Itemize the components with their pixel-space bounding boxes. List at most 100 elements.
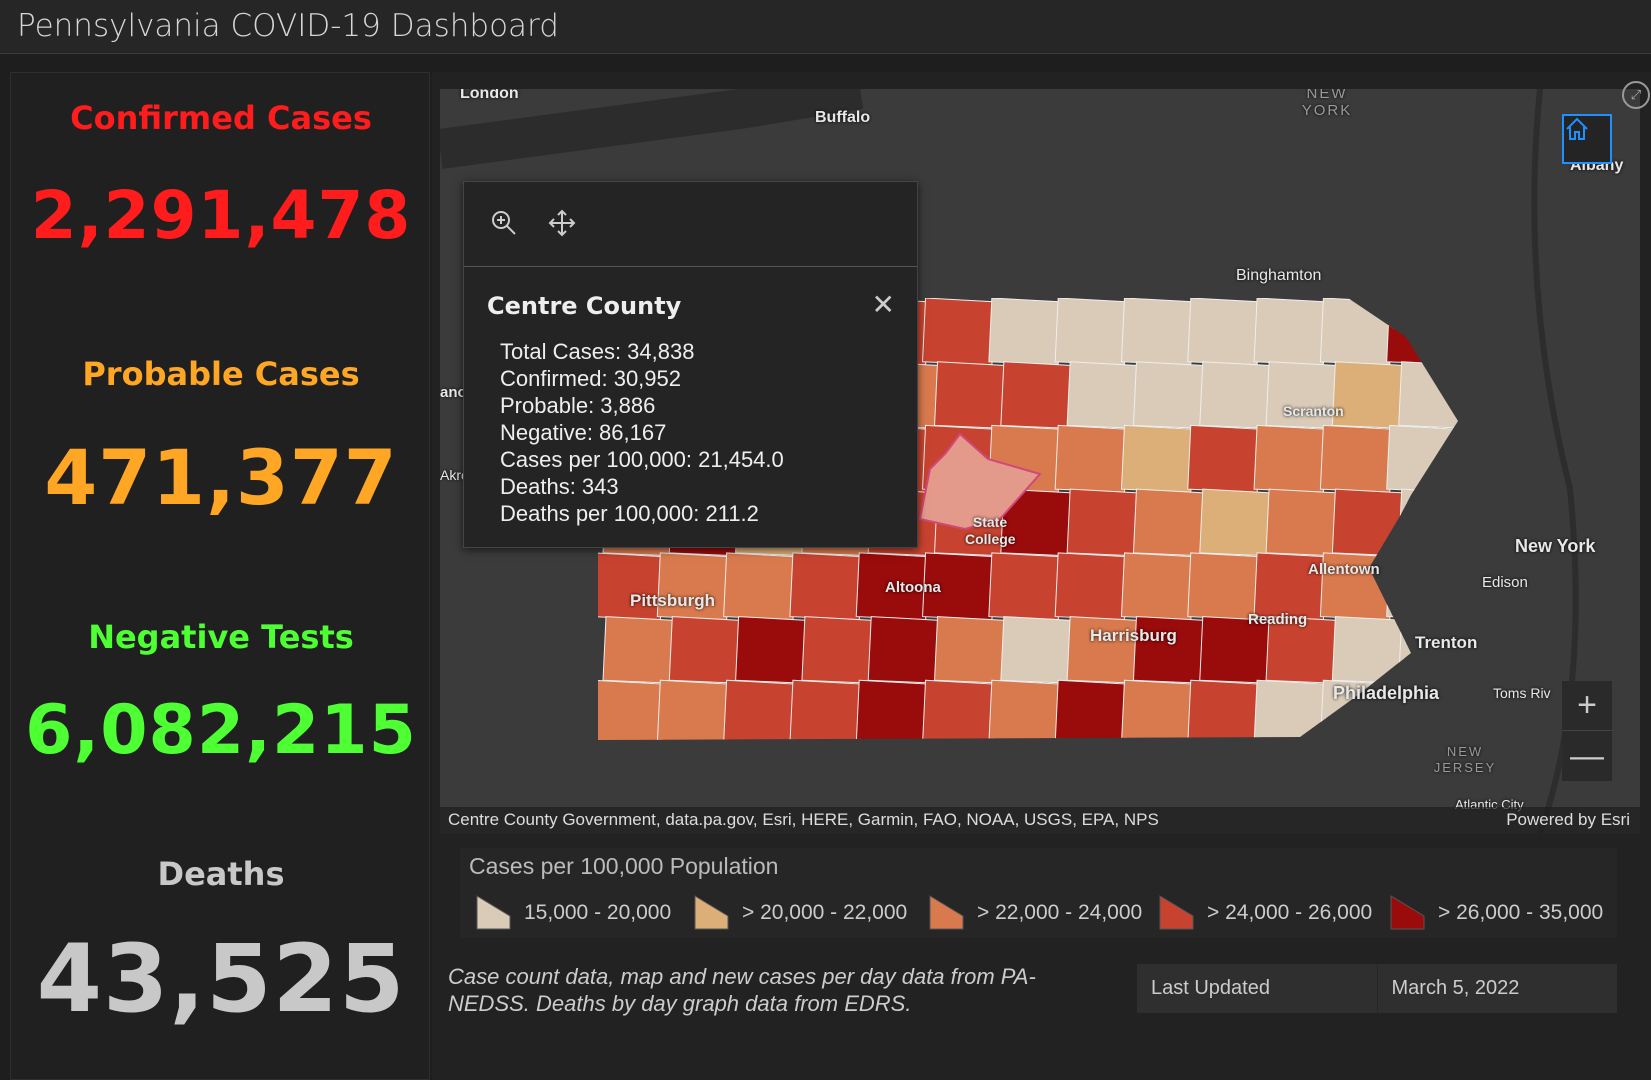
city-label: New York xyxy=(1515,536,1596,556)
state-label: NEW YORK xyxy=(1301,89,1353,119)
county-shape[interactable] xyxy=(668,616,746,684)
county-shape[interactable] xyxy=(867,616,945,684)
last-updated-table: Last Updated March 5, 2022 xyxy=(1137,964,1617,1013)
zoom-to-icon[interactable] xyxy=(489,208,519,238)
county-shape[interactable] xyxy=(855,679,933,747)
county-shape[interactable] xyxy=(1187,298,1264,366)
county-shape[interactable] xyxy=(1398,488,1474,557)
county-shape[interactable] xyxy=(988,679,1065,747)
county-shape[interactable] xyxy=(1265,488,1342,557)
last-updated-label: Last Updated xyxy=(1137,964,1378,1013)
legend-title: Cases per 100,000 Population xyxy=(469,853,779,879)
negative-tests-value: 6,082,215 xyxy=(25,691,417,770)
legend-label: > 24,000 - 26,000 xyxy=(1207,900,1373,924)
county-shape[interactable] xyxy=(1054,552,1132,621)
legend-label: > 26,000 - 35,000 xyxy=(1438,900,1604,924)
county-shape[interactable] xyxy=(602,616,679,684)
county-shape[interactable] xyxy=(1398,361,1474,429)
state-label: NEW JERSEY xyxy=(1433,744,1497,775)
home-icon xyxy=(1566,117,1588,140)
zoom-controls: + — xyxy=(1562,681,1612,781)
county-shape[interactable] xyxy=(1000,616,1077,684)
fullscreen-button[interactable]: ⤢ xyxy=(1622,81,1650,109)
centre-county-highlight[interactable] xyxy=(918,432,1042,531)
county-shape[interactable] xyxy=(1132,488,1210,557)
county-shape[interactable] xyxy=(1054,298,1132,366)
county-shape[interactable] xyxy=(1386,298,1462,366)
popup-field: Total Cases: 34,838 xyxy=(500,339,695,364)
county-shape[interactable] xyxy=(1386,424,1462,493)
map-legend: Cases per 100,000 Population 15,000 - 20… xyxy=(460,848,1617,938)
county-shape[interactable] xyxy=(1120,552,1198,621)
county-shape[interactable] xyxy=(1054,679,1132,747)
city-label: Scranton xyxy=(1283,403,1344,419)
legend-swatch xyxy=(476,895,511,930)
powered-by-esri-link[interactable]: Powered by Esri xyxy=(1506,810,1630,829)
popup-fields: Total Cases: 34,838 Confirmed: 30,952 Pr… xyxy=(500,338,784,527)
county-shape[interactable] xyxy=(1132,361,1210,429)
county-shape[interactable] xyxy=(801,616,878,684)
zoom-in-button[interactable]: + xyxy=(1562,681,1612,731)
popup-field: Negative: 86,167 xyxy=(500,420,667,445)
legend-label: > 20,000 - 22,000 xyxy=(742,900,908,924)
legend-item: > 24,000 - 26,000 xyxy=(1158,894,1372,931)
county-shape[interactable] xyxy=(1319,298,1397,366)
county-shape[interactable] xyxy=(1187,552,1264,621)
county-shape[interactable] xyxy=(1120,424,1198,493)
header: Pennsylvania COVID-19 Dashboard xyxy=(0,0,1651,54)
county-shape[interactable] xyxy=(1253,424,1330,493)
deaths-label: Deaths xyxy=(157,855,285,893)
county-shape[interactable] xyxy=(723,679,800,747)
county-shape[interactable] xyxy=(789,679,866,747)
county-shape[interactable] xyxy=(1120,679,1198,747)
popup-field: Confirmed: 30,952 xyxy=(500,366,681,391)
city-label: Edison xyxy=(1482,574,1528,591)
lake-erie xyxy=(440,89,864,169)
county-shape[interactable] xyxy=(789,552,866,621)
county-shape[interactable] xyxy=(1253,298,1330,366)
map-attribution: Centre County Government, data.pa.gov, E… xyxy=(440,807,1640,834)
county-shape[interactable] xyxy=(1386,552,1462,621)
county-shape[interactable] xyxy=(1066,488,1144,557)
probable-cases-value: 471,377 xyxy=(44,433,398,522)
zoom-out-button[interactable]: — xyxy=(1570,736,1604,775)
county-shape[interactable] xyxy=(1187,424,1264,493)
city-label: Akro xyxy=(440,467,469,483)
county-shape[interactable] xyxy=(591,679,667,747)
city-label: Buffalo xyxy=(815,109,871,126)
deaths-value: 43,525 xyxy=(36,925,406,1034)
county-shape[interactable] xyxy=(656,679,734,747)
county-shape[interactable] xyxy=(723,552,800,621)
county-shape[interactable] xyxy=(735,616,812,684)
county-shape[interactable] xyxy=(922,298,999,366)
popup-toolbar xyxy=(464,182,917,267)
city-label: Harrisburg xyxy=(1090,626,1177,645)
county-shape[interactable] xyxy=(1000,361,1077,429)
county-shape[interactable] xyxy=(1199,488,1276,557)
county-shape[interactable] xyxy=(934,616,1011,684)
last-updated-value: March 5, 2022 xyxy=(1391,977,1520,999)
pan-move-icon[interactable] xyxy=(547,208,577,238)
county-shape[interactable] xyxy=(1253,679,1330,747)
county-shape[interactable] xyxy=(1187,679,1264,747)
county-shape[interactable] xyxy=(1331,616,1409,684)
confirmed-cases-label: Confirmed Cases xyxy=(70,99,372,137)
county-shape[interactable] xyxy=(988,298,1065,366)
county-shape[interactable] xyxy=(1066,361,1144,429)
attribution-text: Centre County Government, data.pa.gov, E… xyxy=(448,810,1159,829)
county-shape[interactable] xyxy=(1054,424,1132,493)
legend-item: > 22,000 - 24,000 xyxy=(928,894,1142,931)
page-title: Pennsylvania COVID-19 Dashboard xyxy=(17,8,559,44)
close-icon[interactable]: ✕ xyxy=(871,289,895,320)
popup-title: Centre County xyxy=(487,292,682,320)
county-shape[interactable] xyxy=(1120,298,1198,366)
county-shape[interactable] xyxy=(922,679,999,747)
stats-panel: Confirmed Cases 2,291,478 Probable Cases… xyxy=(10,72,430,1080)
county-shape[interactable] xyxy=(1199,361,1276,429)
county-shape[interactable] xyxy=(934,361,1011,429)
county-shape[interactable] xyxy=(1319,424,1397,493)
county-shape[interactable] xyxy=(988,552,1065,621)
county-shape[interactable] xyxy=(1331,488,1409,557)
home-button[interactable] xyxy=(1562,114,1612,164)
county-popup: Centre County ✕ Total Cases: 34,838 Conf… xyxy=(463,181,918,548)
